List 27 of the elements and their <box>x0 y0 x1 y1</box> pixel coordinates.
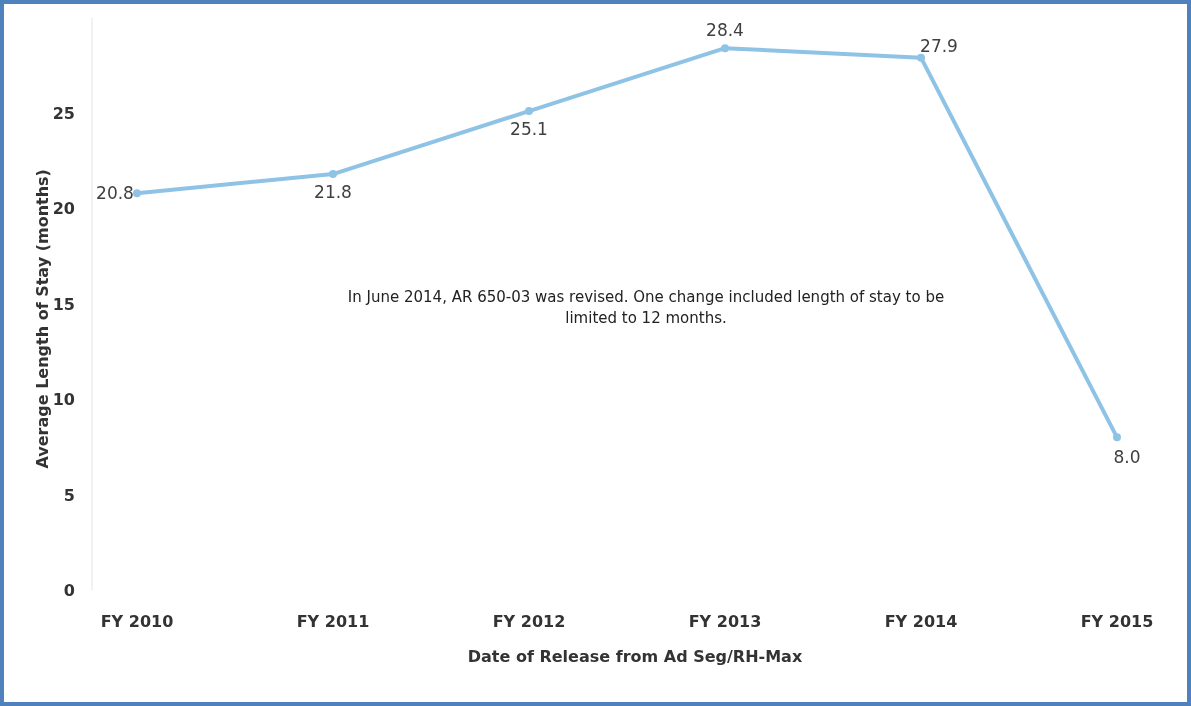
x-tick-label: FY 2013 <box>688 612 762 631</box>
point <box>721 44 729 53</box>
data-label: 27.9 <box>920 35 958 56</box>
y-axis-title: Average Length of Stay (months) <box>33 169 52 469</box>
point <box>1113 433 1121 442</box>
annotation: In June 2014, AR 650-03 was revised. One change included length of stay to be limited to 12 months. <box>347 288 945 327</box>
x-tick-label: FY 2011 <box>296 612 370 631</box>
data-label: 20.8 <box>96 183 134 204</box>
y-tick-label: 0 <box>63 581 75 600</box>
data-label: 28.4 <box>706 20 744 41</box>
point <box>133 189 141 198</box>
y-tick-label: 25 <box>52 104 75 123</box>
data-label: 25.1 <box>510 119 548 140</box>
x-tick-label: FY 2014 <box>884 612 958 631</box>
point <box>917 53 925 62</box>
x-axis-title: Date of Release from Ad Seg/RH-Max <box>467 647 803 666</box>
y-tick-label: 5 <box>63 485 75 505</box>
y-tick-label: 20 <box>52 199 75 219</box>
y-tick-label: 15 <box>52 294 75 314</box>
data-label: 21.8 <box>314 182 352 203</box>
x-tick-label: FY 2010 <box>100 612 174 631</box>
point <box>525 107 533 116</box>
x-tick-label: FY 2015 <box>1080 612 1154 631</box>
y-tick-label: 10 <box>52 390 75 410</box>
data-label: 8.0 <box>1113 447 1141 468</box>
x-tick-label: FY 2012 <box>492 612 566 631</box>
point <box>329 170 337 179</box>
